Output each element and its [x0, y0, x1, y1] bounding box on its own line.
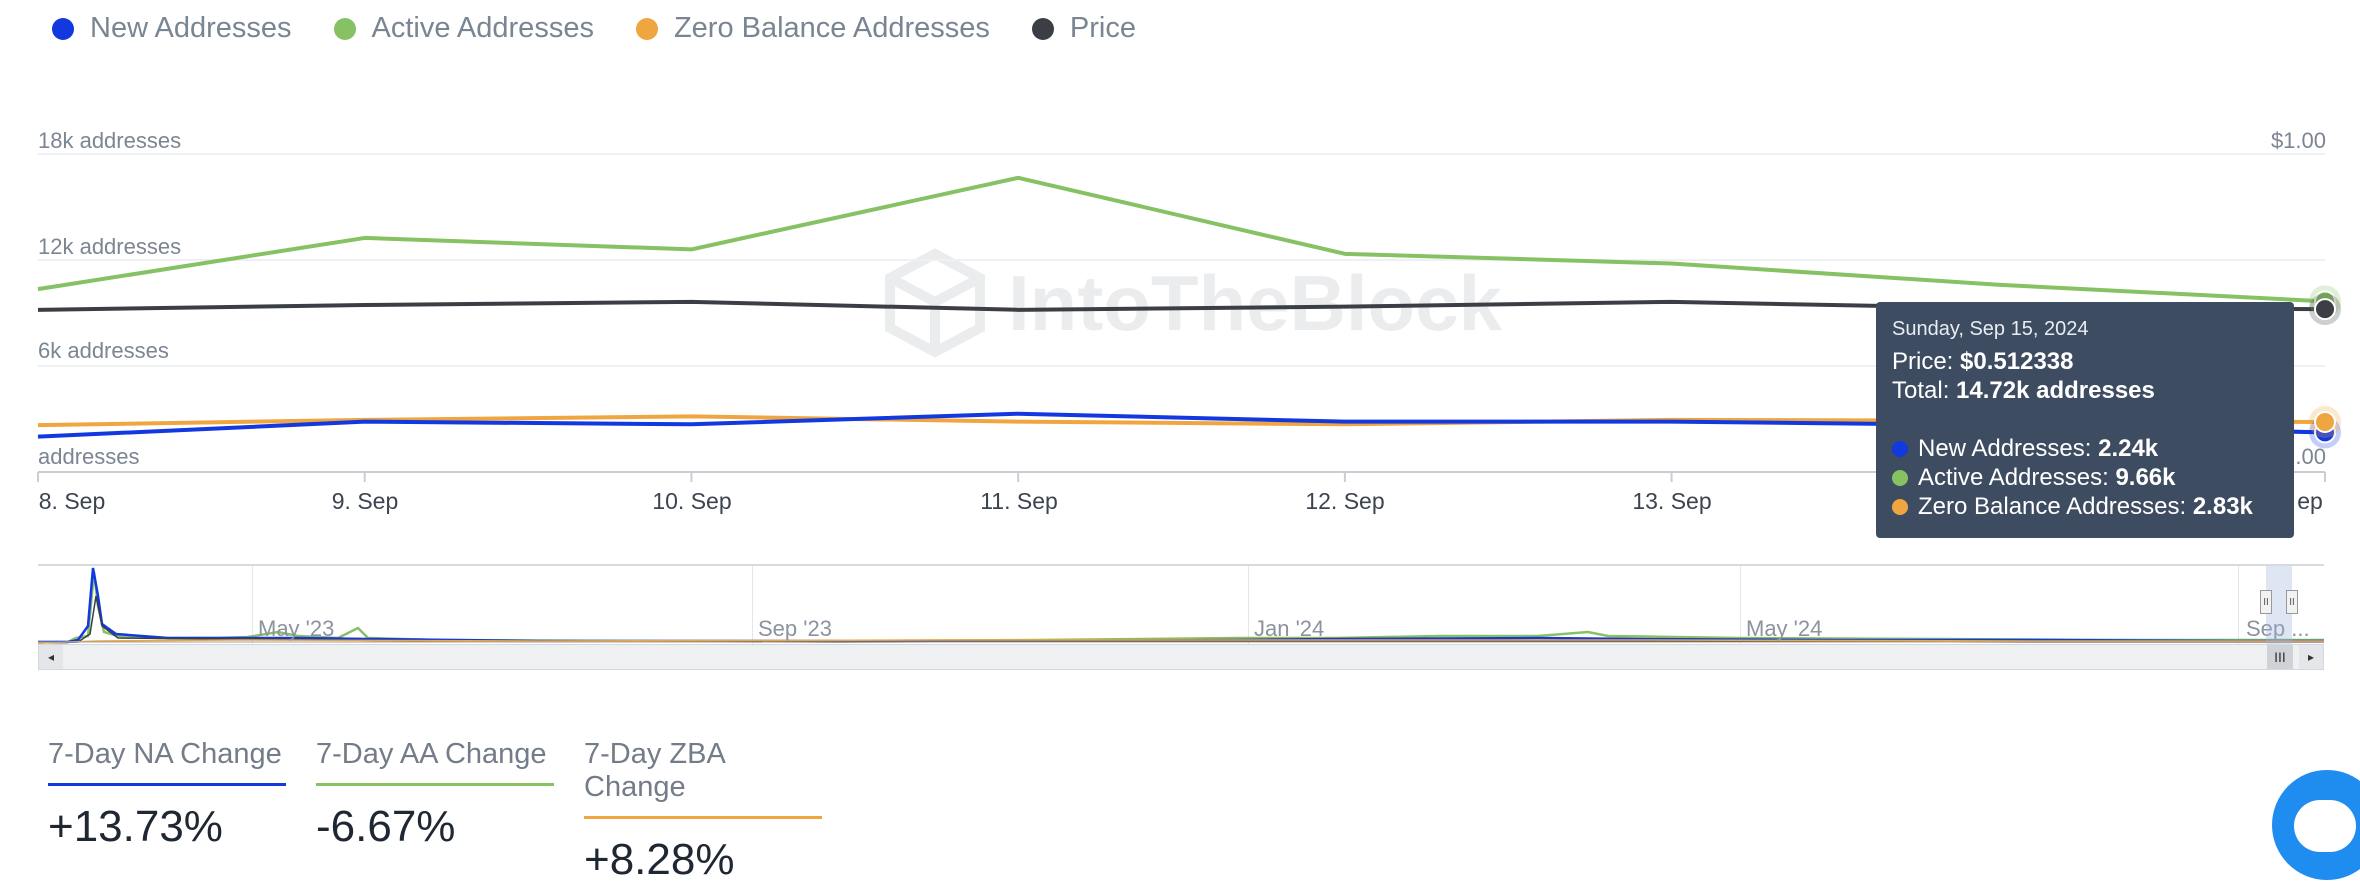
- tooltip-row-label: New Addresses:: [1918, 435, 2092, 462]
- stat-value: +8.28%: [584, 835, 735, 884]
- x-tick-label: 8. Sep: [38, 488, 106, 514]
- legend-item-new-addresses[interactable]: New Addresses: [52, 12, 292, 45]
- tooltip-row-label: Active Addresses:: [1918, 464, 2109, 491]
- y-right-tick: .00: [2295, 444, 2326, 469]
- series-dot-icon: [1892, 470, 1908, 486]
- x-tick-label: 12. Sep: [1305, 488, 1385, 514]
- y-left-tick: 12k addresses: [38, 234, 182, 259]
- y-left-tick: addresses: [38, 444, 140, 469]
- range-navigator[interactable]: May '23 Sep '23 Jan '24 May '24 Sep ... …: [38, 564, 2324, 672]
- tooltip-total-value: 14.72k addresses: [1956, 377, 2155, 404]
- tooltip-row-zero-balance: Zero Balance Addresses: 2.83k: [1892, 492, 2278, 521]
- navigator-tick: May '24: [1746, 616, 1823, 641]
- tooltip-date: Sunday, Sep 15, 2024: [1892, 318, 2089, 340]
- cube-logo-icon: [885, 248, 985, 358]
- tooltip-row-active-addresses: Active Addresses: 9.66k: [1892, 463, 2278, 492]
- watermark-text: IntoTheBlock: [1008, 258, 1503, 347]
- tooltip-price-value: $0.512338: [1960, 348, 2074, 375]
- navigator-left-handle[interactable]: II: [2260, 590, 2272, 614]
- navigator-gridline: [1248, 566, 1249, 644]
- hover-marker-price: [2314, 298, 2336, 321]
- stat-zba-change: 7-Day ZBA Change +8.28%: [584, 738, 822, 885]
- hover-marker-zero-balance-addresses: [2314, 411, 2336, 434]
- navigator-frame: May '23 Sep '23 Jan '24 May '24 Sep ... …: [38, 564, 2324, 644]
- stat-aa-change: 7-Day AA Change -6.67%: [316, 738, 554, 885]
- chart-legend: New Addresses Active Addresses Zero Bala…: [52, 12, 1136, 45]
- chat-bubble-icon: [2294, 800, 2356, 852]
- series-dot-icon: [1892, 499, 1908, 515]
- x-tick-label: 13. Sep: [1632, 488, 1712, 514]
- series-dot-icon: [1892, 441, 1908, 457]
- tooltip-price-row: Price: $0.512338: [1892, 347, 2278, 376]
- legend-dot-icon: [1031, 17, 1054, 40]
- tooltip-row-value: 2.83k: [2192, 493, 2253, 520]
- legend-item-price[interactable]: Price: [1031, 12, 1136, 45]
- tooltip-row-value: 9.66k: [2115, 464, 2176, 491]
- legend-label: New Addresses: [90, 12, 292, 44]
- navigator-tick: May '23: [258, 616, 335, 641]
- scroll-left-button[interactable]: ◂: [39, 645, 63, 669]
- navigator-gridline: [752, 566, 753, 644]
- navigator-sparkline: [38, 567, 2324, 644]
- x-tick-label: 10. Sep: [652, 488, 732, 514]
- scroll-right-button[interactable]: ▸: [2299, 645, 2323, 669]
- watermark-logo: IntoTheBlock: [880, 248, 1502, 358]
- legend-label: Active Addresses: [371, 12, 594, 44]
- y-left-tick: 6k addresses: [38, 338, 169, 363]
- navigator-gridline: [252, 566, 253, 644]
- navigator-tick: Sep ...: [2246, 616, 2310, 641]
- tooltip-spacer: [1892, 405, 2278, 434]
- navigator-tick: Sep '23: [758, 616, 832, 641]
- chart-tooltip: Sunday, Sep 15, 2024 Price: $0.512338 To…: [1876, 302, 2294, 538]
- series-line-active-addresses: [37, 175, 2326, 304]
- navigator-gridline: [2238, 566, 2239, 644]
- stat-tab-aa[interactable]: 7-Day AA Change: [316, 738, 554, 786]
- x-tick-label: ep: [2297, 488, 2323, 514]
- scroll-thumb[interactable]: III: [2267, 645, 2293, 669]
- stat-tab-na[interactable]: 7-Day NA Change: [48, 738, 286, 786]
- tooltip-row-new-addresses: New Addresses: 2.24k: [1892, 434, 2278, 463]
- stat-value: -6.67%: [316, 802, 456, 851]
- change-stats: 7-Day NA Change +13.73% 7-Day AA Change …: [48, 738, 822, 885]
- navigator-scrollbar[interactable]: ◂ III ▸: [38, 644, 2324, 670]
- stat-tab-zba[interactable]: 7-Day ZBA Change: [584, 738, 822, 819]
- y-left-tick: 18k addresses: [38, 128, 182, 153]
- legend-dot-icon: [635, 17, 658, 40]
- tooltip-row-value: 2.24k: [2098, 435, 2159, 462]
- legend-item-active-addresses[interactable]: Active Addresses: [333, 12, 594, 45]
- legend-label: Zero Balance Addresses: [673, 12, 990, 44]
- tooltip-row-label: Zero Balance Addresses:: [1918, 493, 2187, 520]
- legend-item-zero-balance-addresses[interactable]: Zero Balance Addresses: [635, 12, 990, 45]
- tooltip-price-label: Price:: [1892, 348, 1954, 375]
- tooltip-total-row: Total: 14.72k addresses: [1892, 376, 2278, 405]
- x-tick-label: 9. Sep: [331, 488, 399, 514]
- tooltip-total-label: Total:: [1892, 377, 1950, 404]
- stat-na-change: 7-Day NA Change +13.73%: [48, 738, 286, 885]
- legend-dot-icon: [333, 17, 356, 40]
- legend-label: Price: [1069, 12, 1136, 44]
- stat-value: +13.73%: [48, 802, 223, 851]
- navigator-right-handle[interactable]: II: [2286, 590, 2298, 614]
- chat-support-button[interactable]: [2272, 770, 2360, 880]
- y-right-tick: $1.00: [2270, 128, 2326, 153]
- navigator-gridline: [1740, 566, 1741, 644]
- legend-dot-icon: [52, 17, 74, 40]
- navigator-tick: Jan '24: [1254, 616, 1325, 641]
- x-tick-label: 11. Sep: [980, 488, 1058, 514]
